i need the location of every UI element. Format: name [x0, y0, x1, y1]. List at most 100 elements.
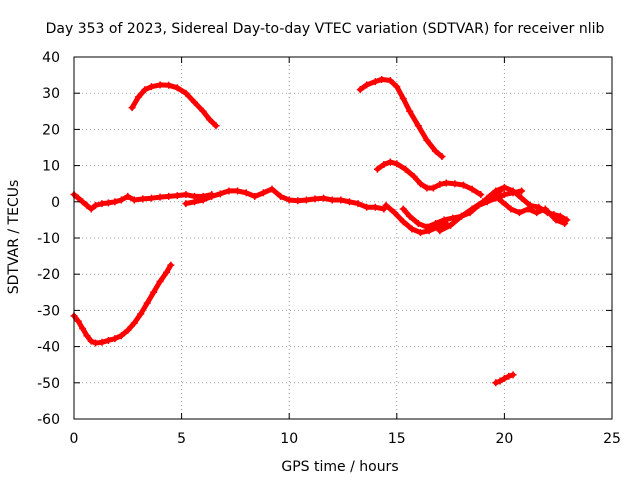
data-point [117, 196, 125, 204]
data-point [302, 196, 310, 204]
data-point [423, 136, 431, 144]
data-point [74, 194, 82, 202]
data-point [468, 185, 476, 193]
series-line [71, 262, 174, 346]
data-point [552, 216, 560, 224]
data-point [87, 337, 95, 345]
series-tail-right-upper [490, 191, 569, 228]
data-point [393, 83, 401, 91]
data-point [401, 165, 409, 173]
data-point [496, 377, 504, 385]
data-point [406, 212, 414, 220]
data-point [500, 183, 508, 191]
data-point [436, 227, 444, 235]
data-point [143, 299, 151, 307]
data-point [147, 83, 155, 91]
data-point [442, 179, 450, 187]
data-point [124, 192, 132, 200]
data-point [285, 196, 293, 204]
data-point [507, 205, 515, 213]
y-tick-label: -20 [37, 267, 60, 283]
series-line [357, 76, 445, 160]
data-point [328, 196, 336, 204]
data-point [414, 220, 422, 228]
data-point [163, 268, 171, 276]
chart-title: Day 353 of 2023, Sidereal Day-to-day VTE… [46, 21, 605, 37]
data-point [117, 332, 125, 340]
data-point [492, 379, 500, 387]
data-point [541, 205, 549, 213]
data-point [259, 189, 267, 197]
data-point [505, 372, 513, 380]
grid [74, 57, 612, 419]
data-point [561, 220, 569, 228]
axes [73, 56, 613, 420]
data-point [468, 205, 476, 213]
data-point [199, 196, 207, 204]
series-line [129, 82, 219, 129]
data-point [386, 158, 394, 166]
data-point [451, 180, 459, 188]
series-line [374, 159, 484, 198]
data-point [515, 209, 523, 217]
data-point [524, 205, 532, 213]
data-point [363, 203, 371, 211]
data-point [509, 187, 517, 195]
data-point [139, 195, 147, 203]
data-point [556, 212, 564, 220]
data-point [83, 332, 91, 340]
data-point [391, 209, 399, 217]
data-point [533, 209, 541, 217]
data-point [399, 205, 407, 213]
data-point [432, 220, 440, 228]
data-point [378, 75, 386, 83]
data-point [363, 81, 371, 89]
data-series-group [70, 75, 571, 387]
data-point [438, 153, 446, 161]
data-point [156, 193, 164, 201]
y-tick-label: 30 [42, 86, 60, 102]
data-point [371, 78, 379, 86]
data-point [234, 187, 242, 195]
data-point [83, 201, 91, 209]
series-line [183, 186, 387, 212]
data-point [457, 212, 465, 220]
data-point [410, 172, 418, 180]
data-point [79, 198, 87, 206]
data-point [165, 192, 173, 200]
data-point [518, 194, 526, 202]
data-point [490, 191, 498, 199]
data-point [500, 191, 508, 199]
data-point [393, 160, 401, 168]
data-point [156, 81, 164, 89]
x-tick-label: 0 [70, 431, 79, 447]
data-point [92, 201, 100, 209]
y-tick-label: -60 [37, 412, 60, 428]
y-tick-label: 40 [42, 50, 60, 66]
data-point [104, 336, 112, 344]
data-point [477, 191, 485, 199]
data-point [399, 95, 407, 103]
data-point [98, 200, 106, 208]
x-tick-label: 5 [177, 431, 186, 447]
data-point [345, 198, 353, 206]
data-point [216, 190, 224, 198]
data-point [79, 325, 87, 332]
data-point [432, 147, 440, 155]
data-point [225, 187, 233, 195]
data-point [373, 165, 381, 173]
series-short-bottom [492, 371, 517, 387]
data-point [380, 161, 388, 169]
data-point [128, 104, 136, 112]
y-tick-label: -30 [37, 303, 60, 319]
data-point [111, 198, 119, 206]
data-point [277, 192, 285, 200]
data-point [423, 223, 431, 231]
data-point [382, 201, 390, 209]
series-near-zero-mid [182, 185, 388, 213]
data-point [165, 81, 173, 89]
data-point [406, 107, 414, 115]
data-point [483, 194, 491, 202]
data-point [74, 317, 82, 325]
data-point [98, 338, 106, 346]
